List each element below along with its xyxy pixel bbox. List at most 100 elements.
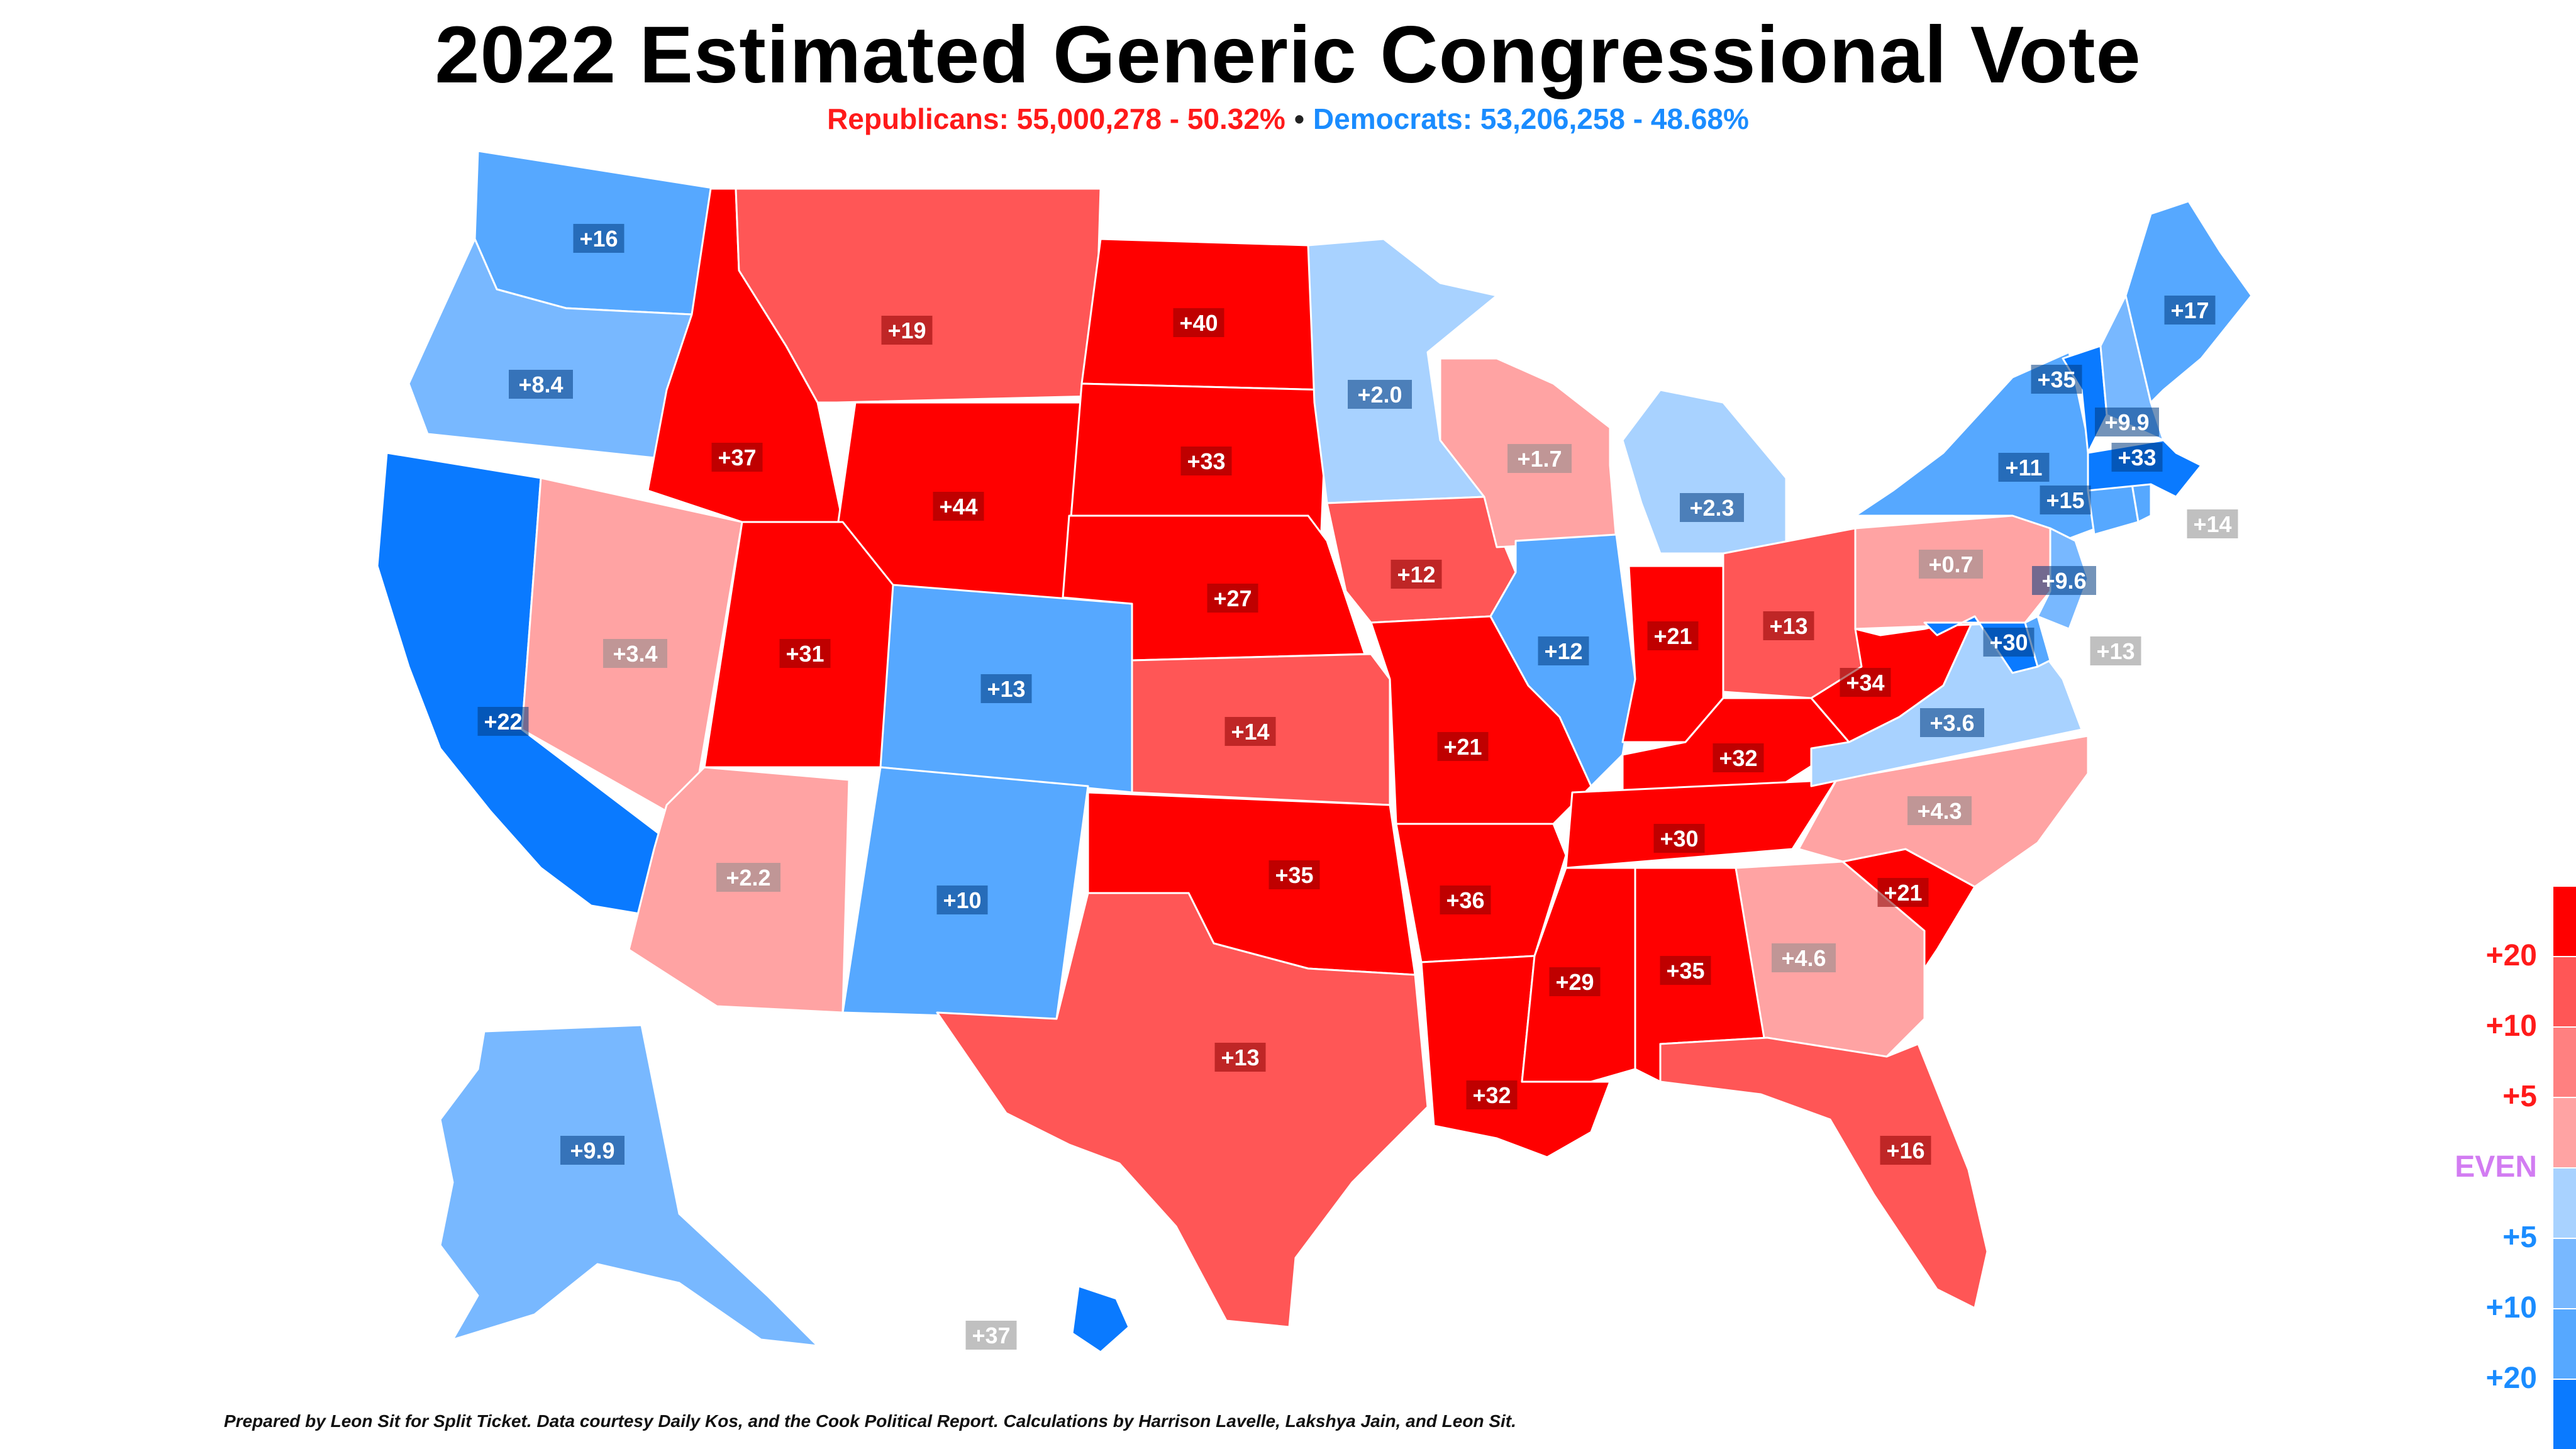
label-background [1907, 796, 1972, 825]
label-background [1466, 1080, 1518, 1109]
legend-swatch-d10 [2553, 1309, 2576, 1379]
label-background [936, 886, 988, 914]
label-background [2032, 566, 2096, 595]
state-label-mt: +19 [881, 316, 933, 345]
label-background [1391, 560, 1442, 589]
label-background [573, 224, 625, 253]
state-label-ga: +4.6 [1772, 943, 1836, 972]
state-label-wa: +16 [573, 224, 625, 253]
state-mi [1621, 389, 1787, 555]
subtitle-separator: • [1294, 103, 1304, 135]
margin-text: +3.6 [1929, 710, 1974, 736]
label-background [2187, 509, 2238, 538]
legend-swatch-d5 [2553, 1239, 2576, 1308]
state-label-hi: +37 [965, 1321, 1017, 1350]
label-background [1877, 878, 1929, 907]
state-label-in: +21 [1647, 621, 1699, 650]
label-background [716, 863, 780, 892]
margin-text: +12 [1397, 562, 1435, 587]
state-label-ct: +15 [2040, 486, 2091, 514]
margin-text: +40 [1179, 310, 1218, 336]
legend-swatch-d0 [2553, 1169, 2576, 1238]
label-background [1713, 743, 1764, 772]
state-label-ms: +29 [1549, 967, 1601, 996]
state-label-tx: +13 [1214, 1043, 1266, 1072]
state-label-ca: +22 [477, 707, 529, 736]
margin-text: +31 [786, 641, 824, 667]
state-label-nh: +9.9 [2095, 408, 2159, 436]
legend-label: EVEN [2455, 1150, 2537, 1184]
margin-text: +4.3 [1917, 798, 1962, 824]
label-background [1653, 824, 1705, 853]
legend-label: +5 [2502, 1221, 2537, 1254]
legend-swatch-r5 [2553, 1028, 2576, 1097]
label-background [1920, 708, 1984, 737]
state-label-oh: +13 [1763, 611, 1814, 640]
label-background [603, 639, 667, 668]
label-background [980, 674, 1032, 703]
margin-text: +14 [2193, 511, 2231, 537]
state-label-ny: +11 [1998, 453, 2050, 482]
margin-text: +11 [2005, 455, 2042, 480]
state-label-id: +37 [711, 443, 763, 472]
state-label-co: +13 [980, 674, 1032, 703]
label-background [1680, 493, 1744, 522]
state-label-mo: +21 [1437, 732, 1489, 761]
state-label-nv: +3.4 [603, 639, 667, 668]
state-label-md: +30 [1983, 628, 2035, 657]
state-ct [2087, 483, 2140, 536]
label-background [2031, 365, 2082, 394]
margin-text: +9.9 [2104, 409, 2149, 435]
label-background [711, 443, 763, 472]
state-label-al: +35 [1660, 956, 1711, 985]
state-label-or: +8.4 [509, 370, 573, 399]
margin-text: +13 [2096, 638, 2135, 664]
margin-text: +21 [1884, 880, 1922, 906]
margin-text: +13 [987, 676, 1025, 702]
state-label-mn: +2.0 [1348, 380, 1412, 409]
legend-label: +20 [2485, 1362, 2537, 1395]
state-label-fl: +16 [1880, 1136, 1931, 1165]
state-hi [1071, 1285, 1130, 1353]
state-label-sd: +33 [1180, 447, 1232, 475]
margin-text: +35 [1666, 958, 1704, 984]
margin-text: +16 [579, 226, 618, 252]
margin-text: +22 [484, 709, 522, 735]
state-label-nj: +9.6 [2032, 566, 2096, 595]
margin-text: +16 [1886, 1138, 1924, 1163]
margin-text: +21 [1653, 623, 1692, 649]
label-background [2111, 443, 2163, 472]
margin-text: +35 [1275, 862, 1313, 888]
label-background [1772, 943, 1836, 972]
state-label-nd: +40 [1173, 308, 1224, 337]
label-background [1647, 621, 1699, 650]
margin-text: +37 [972, 1323, 1010, 1348]
state-mt [735, 187, 1102, 404]
state-label-sc: +21 [1877, 878, 1929, 907]
label-background [1207, 584, 1258, 613]
state-label-ma: +33 [2111, 443, 2163, 472]
margin-text: +17 [2170, 297, 2209, 323]
state-label-vt: +35 [2031, 365, 2082, 394]
state-label-ne: +27 [1207, 584, 1258, 613]
margin-text: +33 [1187, 448, 1225, 474]
label-background [1538, 636, 1589, 665]
map-title: 2022 Estimated Generic Congressional Vot… [435, 10, 2141, 100]
margin-text: +15 [2046, 487, 2084, 513]
margin-text: +4.6 [1781, 945, 1826, 971]
label-background [1173, 308, 1224, 337]
state-label-de: +13 [2090, 636, 2141, 665]
state-label-ky: +32 [1713, 743, 1764, 772]
label-background [560, 1136, 625, 1165]
label-background [2095, 408, 2159, 436]
state-tx [936, 892, 1429, 1328]
legend-label: +20 [2485, 939, 2537, 972]
margin-text: +1.7 [1517, 446, 1562, 472]
margin-text: +32 [1472, 1082, 1511, 1108]
margin-text: +13 [1769, 613, 1807, 639]
label-background [2164, 296, 2216, 325]
label-background [1440, 886, 1491, 914]
margin-text: +44 [939, 494, 977, 519]
margin-text: +14 [1231, 719, 1269, 745]
